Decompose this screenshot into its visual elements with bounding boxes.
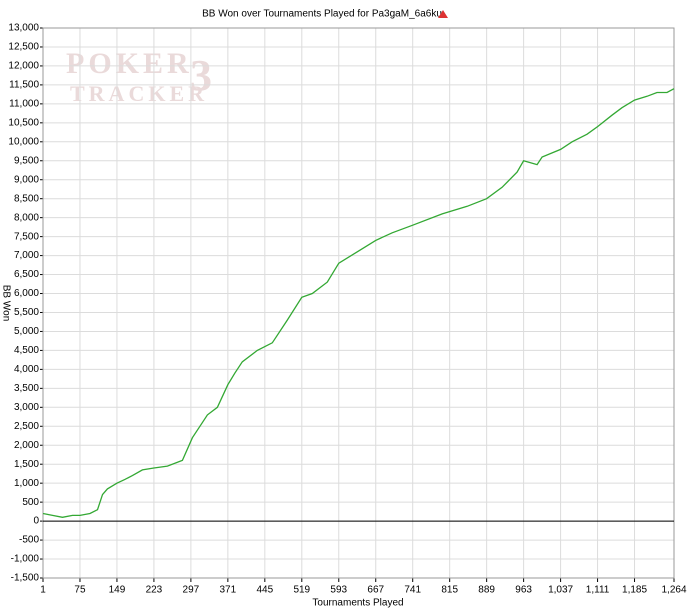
x-tick-label: 815	[441, 585, 458, 596]
x-tick-label: 889	[478, 585, 495, 596]
y-tick-label: -500	[19, 535, 39, 546]
x-tick-label: 149	[109, 585, 126, 596]
x-tick-label: 297	[183, 585, 200, 596]
x-axis-label: Tournaments Played	[312, 598, 403, 609]
y-tick-label: 3,500	[14, 383, 39, 394]
x-tick-label: 963	[515, 585, 532, 596]
x-tick-label: 223	[146, 585, 163, 596]
y-tick-label: 0	[33, 516, 39, 527]
x-tick-label: 593	[330, 585, 347, 596]
chart-title: BB Won over Tournaments Played for Pa3ga…	[202, 9, 442, 20]
y-tick-label: 10,500	[8, 117, 39, 128]
y-tick-label: 9,500	[14, 155, 39, 166]
y-tick-label: 11,000	[9, 99, 39, 110]
y-tick-label: 8,000	[14, 212, 39, 223]
y-tick-label: 500	[22, 497, 39, 508]
y-tick-label: 5,000	[14, 326, 39, 337]
y-tick-label: 11,500	[9, 80, 39, 91]
x-tick-label: 1,037	[548, 585, 573, 596]
x-tick-label: 1,111	[586, 585, 610, 596]
y-tick-label: 2,000	[14, 440, 39, 451]
y-tick-label: 7,500	[14, 231, 39, 242]
plot-border	[42, 27, 675, 579]
watermark: POKER	[66, 47, 193, 80]
y-tick-label: 9,000	[14, 174, 39, 185]
y-tick-label: -1,500	[11, 573, 40, 584]
x-tick-label: 445	[256, 585, 273, 596]
watermark: 3	[190, 51, 216, 100]
y-tick-label: 4,000	[14, 364, 39, 375]
y-tick-label: 6,500	[14, 269, 39, 280]
y-tick-label: 13,000	[8, 23, 39, 34]
y-tick-label: -1,000	[11, 554, 40, 565]
y-tick-label: 3,000	[14, 402, 39, 413]
y-tick-label: 12,500	[8, 42, 39, 53]
y-tick-label: 1,000	[14, 478, 39, 489]
y-axis-label: BB Won	[0, 285, 11, 322]
x-tick-label: 1,264	[661, 585, 686, 596]
y-tick-label: 2,500	[14, 421, 39, 432]
y-tick-label: 10,000	[8, 136, 39, 147]
y-tick-label: 4,500	[14, 345, 39, 356]
x-tick-label: 1	[40, 585, 46, 596]
y-tick-label: 6,000	[14, 288, 39, 299]
x-tick-label: 519	[293, 585, 310, 596]
x-tick-label: 1,185	[622, 585, 647, 596]
x-tick-label: 741	[404, 585, 421, 596]
y-tick-label: 5,500	[14, 307, 39, 318]
y-tick-label: 8,500	[14, 193, 39, 204]
y-tick-label: 7,000	[14, 250, 39, 261]
x-tick-label: 75	[74, 585, 86, 596]
x-tick-label: 667	[367, 585, 384, 596]
x-tick-label: 371	[220, 585, 237, 596]
y-tick-label: 1,500	[14, 459, 39, 470]
title-icon	[438, 10, 448, 18]
data-line	[42, 88, 675, 518]
y-tick-label: 12,000	[8, 61, 39, 72]
